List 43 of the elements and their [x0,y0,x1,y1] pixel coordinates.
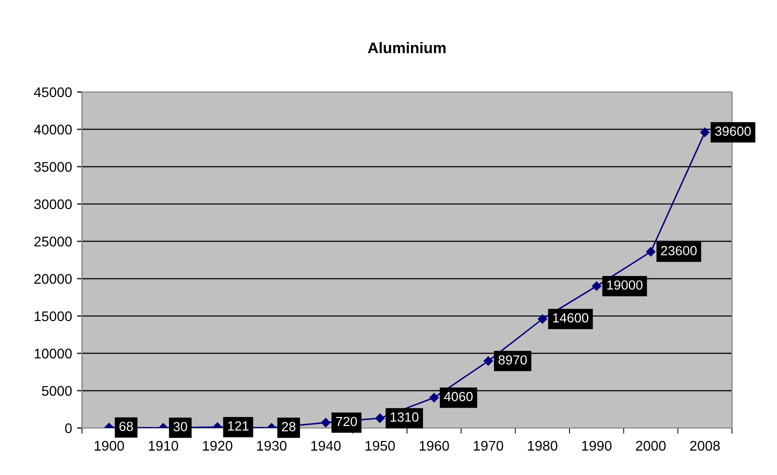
y-tick-label: 30000 [34,199,72,210]
data-label: 68 [119,422,133,432]
point [321,418,330,428]
x-tick-label: 1940 [311,440,341,451]
x-tick-label: 1960 [420,440,449,451]
y-tick-label: 20000 [34,274,72,284]
data-label: 39600 [715,126,751,136]
y-tick-label: 25000 [34,236,72,247]
x-tick-label: 1990 [582,440,612,451]
y-tick-label: 35000 [34,162,72,172]
point [375,414,385,423]
data-label: 14600 [553,313,588,323]
y-tick-label: 45000 [34,87,72,98]
x-tick-label: 1900 [94,440,124,451]
data-label: 720 [336,416,357,426]
y-tick-label: 0 [65,423,72,434]
chart-title: Aluminium [368,42,446,54]
x-tick-label: 1980 [528,440,558,451]
point [646,247,656,256]
x-tick-label: 1970 [474,440,504,451]
point [700,128,710,137]
point [538,314,548,324]
data-label: 1310 [390,412,418,422]
point [484,356,493,366]
data-label: 19000 [607,280,642,290]
x-tick-label: 1950 [366,440,395,451]
y-tick-label: 10000 [34,348,72,359]
data-label: 23600 [661,246,697,256]
point [592,282,602,291]
x-tick-label: 2008 [690,440,720,451]
y-tick-label: 5000 [42,386,72,396]
x-tick-label: 2000 [636,440,666,451]
data-label: 8970 [498,355,527,365]
x-tick-label: 1920 [203,440,232,451]
data-label: 30 [173,422,188,432]
point [429,393,439,402]
x-tick-label: 1910 [148,440,178,451]
y-tick-label: 40000 [34,124,72,135]
y-tick-label: 15000 [34,311,72,322]
data-label: 28 [282,422,296,432]
data-label: 4060 [444,392,473,402]
x-tick-label: 1930 [257,440,286,451]
data-label: 121 [228,421,249,431]
